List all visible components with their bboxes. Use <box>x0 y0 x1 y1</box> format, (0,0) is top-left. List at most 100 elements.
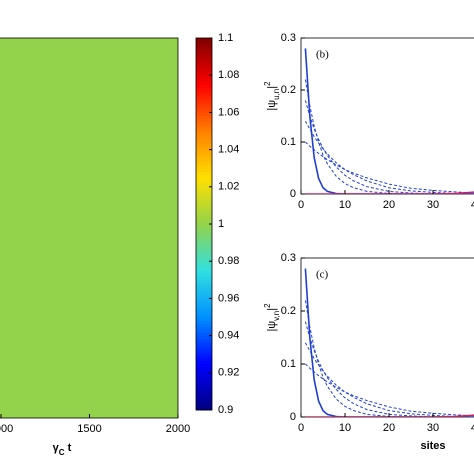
colorbar-step <box>196 258 212 262</box>
x-tick-label: 30 <box>427 422 439 434</box>
colorbar-tick-label: 0.9 <box>218 404 233 416</box>
colorbar-step <box>196 131 212 135</box>
colorbar-step <box>196 90 212 95</box>
colorbar-step <box>196 400 212 405</box>
colorbar-step <box>196 59 212 64</box>
colorbar-step <box>196 56 212 61</box>
colorbar-step <box>196 180 212 185</box>
axis-label: |ψv,n|2 <box>263 303 281 332</box>
colorbar-step <box>196 214 212 219</box>
colorbar-step <box>196 406 212 411</box>
colorbar-step <box>196 295 212 299</box>
plot-area <box>304 48 474 194</box>
colorbar-step <box>196 326 212 330</box>
colorbar-step <box>196 242 212 247</box>
colorbar-step <box>196 391 212 395</box>
colorbar-step <box>196 276 212 281</box>
colorbar-step <box>196 149 212 154</box>
data-line <box>305 141 474 194</box>
colorbar-step <box>196 270 212 275</box>
axes-frame <box>300 257 474 418</box>
colorbar-step <box>196 341 212 346</box>
data-line <box>304 268 474 417</box>
colorbar-step <box>196 273 212 278</box>
x-tick-label: 0 <box>298 199 304 211</box>
colorbar-step <box>196 196 212 200</box>
x-tick-label: 20 <box>383 199 395 211</box>
y-tick-label: 0 <box>290 188 296 200</box>
colorbar-step <box>196 245 212 250</box>
label-part: v,n <box>272 311 281 321</box>
colorbar-step <box>196 162 212 166</box>
colorbar-step <box>196 224 212 228</box>
colorbar-step <box>196 96 212 101</box>
colorbar-step <box>196 171 212 175</box>
panel-label: (b) <box>316 49 329 61</box>
data-line <box>304 342 474 417</box>
axes-frame <box>300 37 474 195</box>
colorbar-step <box>196 251 212 256</box>
y-tick-label: 0.2 <box>281 305 296 317</box>
colorbar-tick-label: 1.02 <box>218 181 239 193</box>
colorbar-tick-label: 1.08 <box>218 69 239 81</box>
label-part: | <box>266 86 278 89</box>
colorbar-step <box>196 186 212 191</box>
colorbar-step <box>196 233 212 237</box>
axis-label: |ψu,n|2 <box>263 81 281 111</box>
colorbar-step <box>196 146 212 151</box>
colorbar-step <box>196 137 212 141</box>
colorbar-step <box>196 127 212 132</box>
colorbar-tick-label: 0.94 <box>218 330 239 342</box>
colorbar-step <box>196 118 212 123</box>
colorbar-step <box>196 369 212 374</box>
colorbar-step <box>196 264 212 268</box>
colorbar-step <box>196 354 212 358</box>
colorbar-step <box>196 47 212 51</box>
colorbar-step <box>196 360 212 364</box>
y-tick-label: 0.1 <box>281 358 296 370</box>
colorbar-step <box>196 183 212 188</box>
colorbar-step <box>196 397 212 402</box>
colorbar-step <box>196 124 212 129</box>
colorbar-step <box>196 388 212 392</box>
data-line <box>304 120 474 194</box>
colorbar-step <box>196 403 212 408</box>
data-line <box>304 79 474 194</box>
label-part: | <box>266 308 278 311</box>
colorbar-step <box>196 357 212 361</box>
data-line <box>305 363 474 417</box>
colorbar-step <box>196 332 212 337</box>
colorbar-step <box>196 115 212 120</box>
colorbar-step <box>196 320 212 324</box>
colorbar-step <box>196 38 212 42</box>
x-tick-label: 2000 <box>166 423 190 435</box>
colorbar-step <box>196 205 212 209</box>
colorbar-step <box>196 62 212 67</box>
colorbar-step <box>196 313 212 318</box>
colorbar-step <box>196 75 212 79</box>
data-line <box>305 414 474 417</box>
x-tick-label: 1500 <box>77 423 101 435</box>
colorbar-step <box>196 286 212 290</box>
colorbar-step <box>196 282 212 287</box>
colorbar-step <box>196 103 212 107</box>
colorbar-step <box>196 106 212 110</box>
x-tick-label: 1000 <box>0 423 13 435</box>
label-part: C <box>59 448 65 457</box>
colorbar-step <box>196 78 212 82</box>
colorbar-step <box>196 193 212 197</box>
colorbar-step <box>196 53 212 58</box>
colorbar-step <box>196 41 212 45</box>
colorbar-tick-label: 1.1 <box>218 32 233 44</box>
label-part: t <box>65 442 72 454</box>
colorbar-step <box>196 348 212 352</box>
y-tick-label: 0.1 <box>281 136 296 148</box>
y-tick-label: 0.3 <box>281 32 296 44</box>
colorbar-step <box>196 44 212 48</box>
plot-area <box>304 268 474 417</box>
data-line <box>304 100 474 194</box>
colorbar-step <box>196 50 212 54</box>
x-axis-label: sites <box>420 440 445 452</box>
